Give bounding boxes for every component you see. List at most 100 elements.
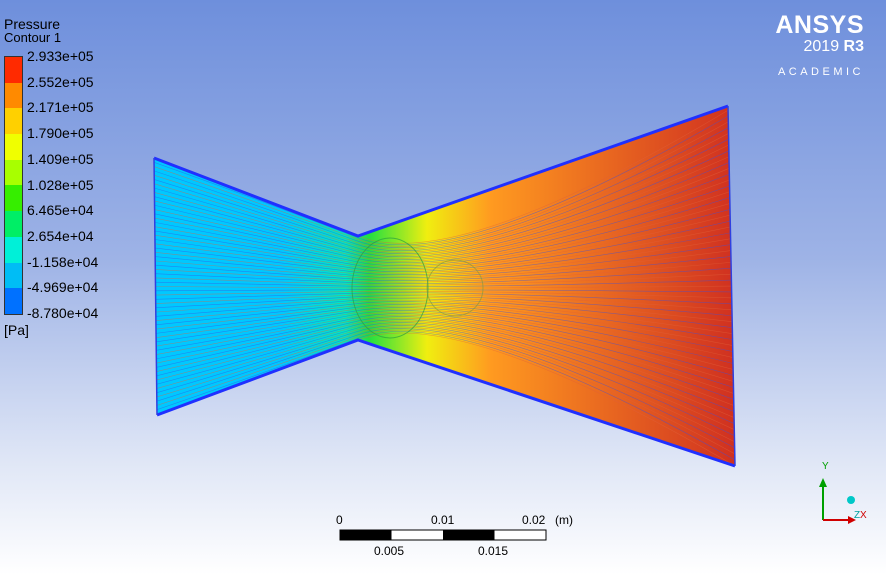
nozzle-wall-top — [153, 104, 729, 238]
streamline — [154, 326, 735, 443]
nozzle-outlet-edge — [727, 105, 736, 467]
streamline — [154, 325, 735, 437]
streamline — [154, 111, 735, 246]
streamline — [154, 302, 735, 347]
legend-value: -1.158e+04 — [27, 253, 99, 270]
streamline — [154, 290, 735, 299]
streamline — [154, 328, 735, 449]
streamline — [154, 316, 735, 401]
legend-value: 6.465e+04 — [27, 202, 94, 219]
streamline — [154, 292, 735, 305]
streamline — [154, 159, 735, 258]
streamline — [154, 298, 735, 329]
streamline — [154, 183, 735, 264]
streamline — [154, 219, 735, 273]
streamline — [154, 317, 735, 407]
streamline — [154, 207, 735, 270]
legend-unit: [Pa] — [4, 322, 29, 338]
legend-value: 1.790e+05 — [27, 125, 94, 142]
length-scale-bar — [339, 529, 547, 541]
colorbar-band — [5, 288, 22, 314]
streamline — [154, 323, 735, 431]
streamline — [154, 135, 735, 252]
streamline — [154, 261, 735, 283]
streamline — [154, 310, 735, 377]
streamline — [154, 329, 735, 455]
colorbar-band — [5, 262, 22, 289]
streamline — [154, 331, 735, 461]
axis-y-label: Y — [822, 461, 829, 472]
streamline — [154, 189, 735, 265]
axis-triad — [819, 478, 856, 524]
colorbar-band — [5, 159, 22, 186]
streamlines-group — [154, 106, 735, 466]
streamline — [154, 295, 735, 317]
scale-label-0005: 0.005 — [374, 544, 405, 558]
streamline — [154, 255, 735, 281]
streamline — [154, 293, 735, 311]
colorbar-band — [5, 236, 22, 263]
streamline — [154, 301, 735, 341]
streamline — [154, 213, 735, 271]
throat-contour-region — [351, 237, 429, 339]
streamline — [154, 129, 735, 250]
streamline — [154, 231, 735, 275]
streamline — [154, 201, 735, 268]
colorbar-band — [5, 211, 22, 237]
streamline — [154, 289, 735, 293]
streamline — [154, 141, 735, 253]
legend-colorbar — [4, 56, 23, 315]
colorbar-band — [5, 57, 22, 83]
colorbar-band — [5, 108, 22, 135]
colorbar-band — [5, 82, 22, 109]
streamline — [154, 195, 735, 267]
scale-label-0: 0 — [336, 513, 343, 527]
scale-unit: (m) — [555, 513, 573, 527]
nozzle-wall-bottom — [156, 338, 736, 468]
streamline — [154, 285, 735, 289]
legend-variable-title: Pressure — [4, 16, 61, 32]
streamline — [154, 299, 735, 335]
streamline — [154, 320, 735, 419]
streamline — [154, 319, 735, 413]
streamline — [154, 249, 735, 280]
legend-value: 2.933e+05 — [27, 48, 94, 64]
streamline — [154, 296, 735, 323]
shock-contour-region — [426, 259, 484, 317]
streamline — [154, 123, 735, 249]
streamline — [154, 322, 735, 425]
streamline — [154, 273, 735, 286]
streamline — [154, 304, 735, 353]
logo-version: 2019 R3 — [803, 38, 865, 55]
scale-label-001: 0.01 — [431, 513, 455, 527]
colorbar-band — [5, 134, 22, 160]
legend-contour-name: Contour 1 — [4, 30, 62, 45]
streamline — [154, 305, 735, 359]
streamline — [154, 267, 735, 284]
streamline — [154, 313, 735, 389]
ansys-logo: ANSYS 2019 R3 ACADEMIC — [775, 12, 864, 78]
streamline — [154, 225, 735, 274]
scale-label-0015: 0.015 — [478, 544, 509, 558]
streamline — [154, 237, 735, 277]
streamline — [154, 117, 735, 247]
streamline — [154, 165, 735, 259]
legend-value: -8.780e+04 — [27, 305, 99, 321]
logo-brand: ANSYS — [775, 11, 864, 39]
nozzle-inlet-edge — [153, 157, 158, 416]
streamline — [154, 147, 735, 255]
scale-label-002: 0.02 — [522, 513, 546, 527]
legend-value: 1.409e+05 — [27, 150, 94, 167]
legend-value: 2.171e+05 — [27, 99, 94, 116]
colorbar-band — [5, 185, 22, 212]
nozzle-contour-surface — [154, 106, 735, 466]
streamline — [154, 307, 735, 365]
legend-value: -4.969e+04 — [27, 279, 99, 296]
streamline — [154, 177, 735, 262]
axis-z-label: Z — [854, 510, 861, 521]
streamline — [154, 311, 735, 383]
axis-x-label: X — [860, 510, 867, 521]
streamline — [154, 243, 735, 278]
legend-value: 1.028e+05 — [27, 176, 94, 193]
